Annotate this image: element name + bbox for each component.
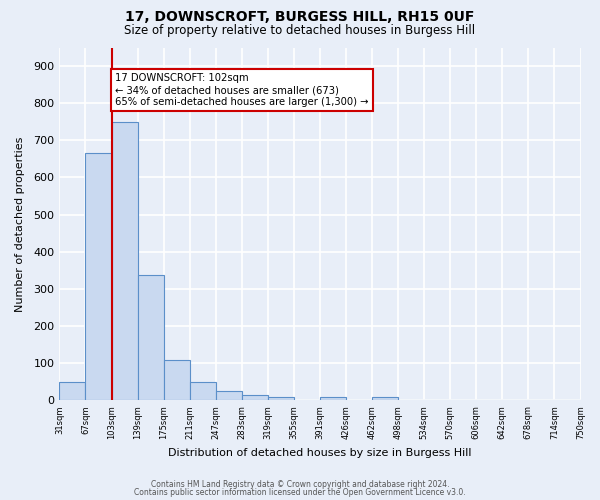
Text: Contains public sector information licensed under the Open Government Licence v3: Contains public sector information licen…	[134, 488, 466, 497]
Bar	[137, 275, 164, 400]
X-axis label: Distribution of detached houses by size in Burgess Hill: Distribution of detached houses by size …	[168, 448, 472, 458]
Text: Size of property relative to detached houses in Burgess Hill: Size of property relative to detached ho…	[124, 24, 476, 37]
Text: 17 DOWNSCROFT: 102sqm
← 34% of detached houses are smaller (673)
65% of semi-det: 17 DOWNSCROFT: 102sqm ← 34% of detached …	[115, 74, 368, 106]
Bar	[164, 360, 190, 401]
Bar	[85, 154, 112, 400]
Bar	[320, 398, 346, 400]
Y-axis label: Number of detached properties: Number of detached properties	[15, 136, 25, 312]
Bar	[190, 382, 216, 400]
Bar	[268, 396, 294, 400]
Text: 17, DOWNSCROFT, BURGESS HILL, RH15 0UF: 17, DOWNSCROFT, BURGESS HILL, RH15 0UF	[125, 10, 475, 24]
Bar	[216, 391, 242, 400]
Bar	[112, 122, 137, 400]
Bar	[242, 396, 268, 400]
Text: Contains HM Land Registry data © Crown copyright and database right 2024.: Contains HM Land Registry data © Crown c…	[151, 480, 449, 489]
Bar	[372, 398, 398, 400]
Bar	[59, 382, 85, 400]
